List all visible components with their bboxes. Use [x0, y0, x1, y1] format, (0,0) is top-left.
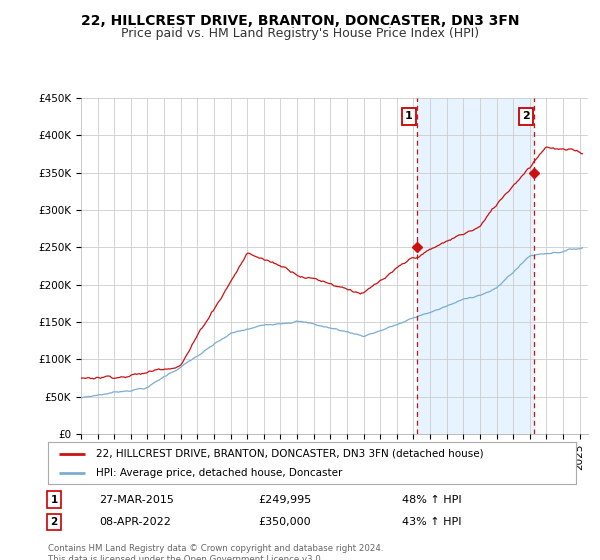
Text: 2: 2 [522, 111, 530, 122]
Text: £350,000: £350,000 [258, 517, 311, 527]
Text: 43% ↑ HPI: 43% ↑ HPI [402, 517, 461, 527]
Text: Contains HM Land Registry data © Crown copyright and database right 2024.
This d: Contains HM Land Registry data © Crown c… [48, 544, 383, 560]
Text: 1: 1 [50, 494, 58, 505]
Text: £249,995: £249,995 [258, 494, 311, 505]
Text: 48% ↑ HPI: 48% ↑ HPI [402, 494, 461, 505]
Text: 2: 2 [50, 517, 58, 527]
Text: 27-MAR-2015: 27-MAR-2015 [99, 494, 174, 505]
Text: 22, HILLCREST DRIVE, BRANTON, DONCASTER, DN3 3FN (detached house): 22, HILLCREST DRIVE, BRANTON, DONCASTER,… [95, 449, 483, 459]
Bar [417, 98, 535, 434]
Text: Price paid vs. HM Land Registry's House Price Index (HPI): Price paid vs. HM Land Registry's House … [121, 27, 479, 40]
Text: 22, HILLCREST DRIVE, BRANTON, DONCASTER, DN3 3FN: 22, HILLCREST DRIVE, BRANTON, DONCASTER,… [81, 14, 519, 28]
Text: 1: 1 [405, 111, 413, 122]
Text: 08-APR-2022: 08-APR-2022 [99, 517, 171, 527]
Text: HPI: Average price, detached house, Doncaster: HPI: Average price, detached house, Donc… [95, 468, 342, 478]
